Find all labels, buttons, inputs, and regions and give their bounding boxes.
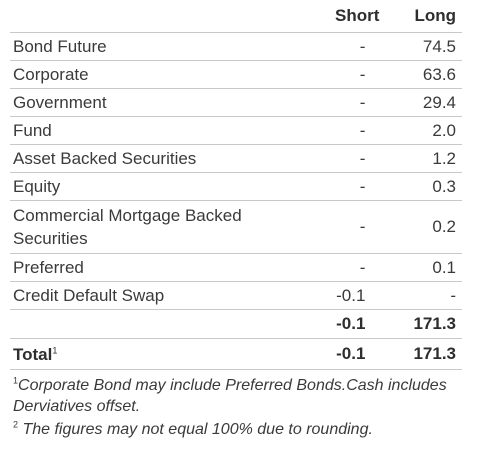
row-long: 74.5 [385, 32, 462, 61]
total-row: Total1 -0.1 171.3 [10, 338, 462, 370]
row-short: - [279, 253, 386, 282]
row-long: 2.0 [385, 116, 462, 145]
row-label: Commercial Mortgage Backed Securities [10, 200, 280, 254]
row-label: Bond Future [10, 32, 280, 61]
row-short: - [279, 116, 386, 145]
footnote-marker: 1 [13, 375, 19, 386]
row-long: 63.6 [385, 60, 462, 89]
row-long: 0.1 [385, 253, 462, 282]
row-label: Fund [10, 116, 280, 145]
row-label: Equity [10, 172, 280, 201]
row-label: Asset Backed Securities [10, 144, 280, 173]
row-long: - [385, 281, 462, 310]
subtotal-row: -0.1 171.3 [10, 309, 462, 339]
table-row: Credit Default Swap -0.1 - [10, 281, 462, 310]
row-short: - [279, 88, 386, 117]
row-long: 0.3 [385, 172, 462, 201]
total-label-cell: Total1 [10, 338, 280, 370]
table-header-row: Short Long [10, 0, 462, 33]
total-label: Total [13, 344, 53, 364]
header-short: Short [279, 0, 386, 33]
footnote-marker: 2 [13, 419, 19, 430]
table-row: Government - 29.4 [10, 88, 462, 117]
table-row: Asset Backed Securities - 1.2 [10, 144, 462, 173]
footnote-text: Corporate Bond may include Preferred Bon… [13, 377, 447, 415]
footnotes: 1Corporate Bond may include Preferred Bo… [13, 375, 473, 442]
table-row: Fund - 2.0 [10, 116, 462, 145]
table-row: Equity - 0.3 [10, 172, 462, 201]
row-long: 0.2 [385, 200, 462, 254]
holdings-table: Short Long Bond Future - 74.5 Corporate … [10, 0, 462, 370]
total-short: -0.1 [279, 338, 386, 370]
total-long: 171.3 [385, 338, 462, 370]
table-row: Preferred - 0.1 [10, 253, 462, 282]
row-label: Credit Default Swap [10, 281, 280, 310]
row-short: - [279, 60, 386, 89]
footnote-text: The figures may not equal 100% due to ro… [18, 421, 373, 438]
row-short: - [279, 32, 386, 61]
row-label: Government [10, 88, 280, 117]
row-label: Corporate [10, 60, 280, 89]
header-label-column [10, 0, 280, 33]
table-row: Bond Future - 74.5 [10, 32, 462, 61]
table-row: Corporate - 63.6 [10, 60, 462, 89]
footnote: 2 The figures may not equal 100% due to … [13, 419, 473, 440]
row-long: 1.2 [385, 144, 462, 173]
footnote: 1Corporate Bond may include Preferred Bo… [13, 375, 473, 417]
row-short: - [279, 144, 386, 173]
header-long: Long [385, 0, 462, 33]
subtotal-short: -0.1 [279, 309, 386, 339]
row-short: -0.1 [279, 281, 386, 310]
table-row: Commercial Mortgage Backed Securities - … [10, 200, 462, 254]
subtotal-long: 171.3 [385, 309, 462, 339]
row-label: Preferred [10, 253, 280, 282]
total-footnote-marker: 1 [52, 344, 58, 355]
holdings-table-container: Short Long Bond Future - 74.5 Corporate … [10, 0, 462, 370]
subtotal-label [10, 309, 280, 339]
row-short: - [279, 172, 386, 201]
row-long: 29.4 [385, 88, 462, 117]
row-short: - [279, 200, 386, 254]
